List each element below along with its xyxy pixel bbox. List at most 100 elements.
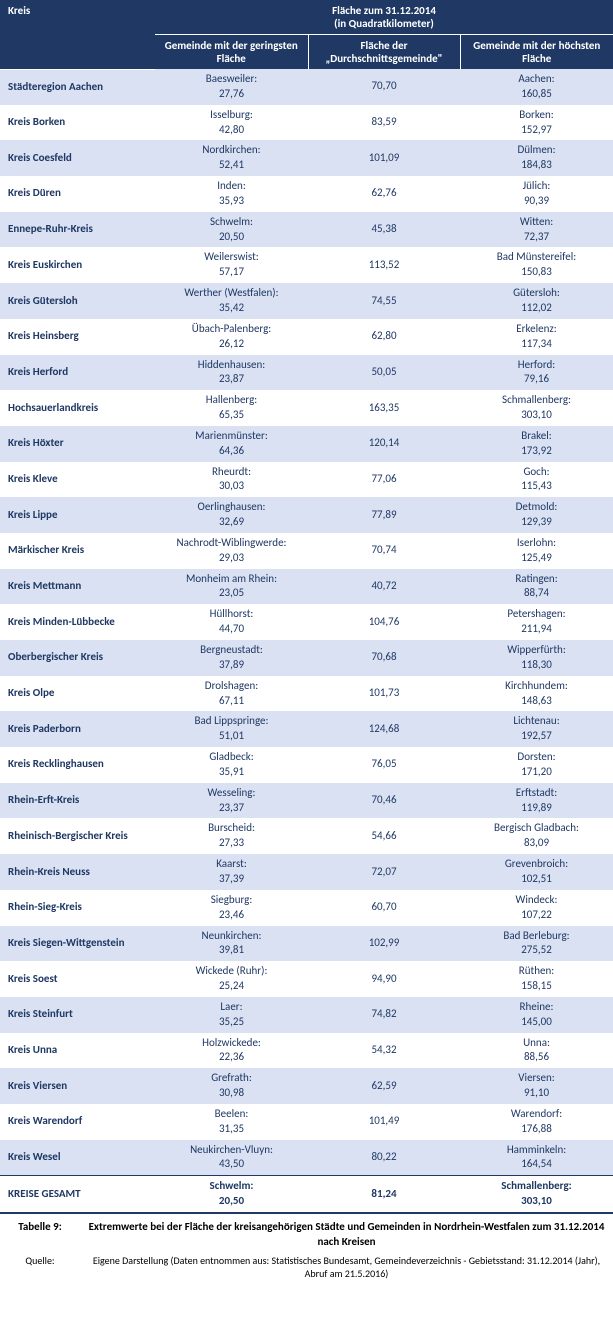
kreis-cell: Kreis Euskirchen bbox=[0, 247, 155, 283]
avg-cell: 74,82 bbox=[308, 997, 460, 1033]
avg-cell: 60,70 bbox=[308, 890, 460, 926]
avg-cell: 77,06 bbox=[308, 462, 460, 498]
table-row: Kreis HöxterMarienmünster:64,36120,14Bra… bbox=[0, 426, 613, 462]
col-header-max: Gemeinde mit der höchsten Fläche bbox=[460, 35, 613, 70]
kreis-cell: Kreis Heinsberg bbox=[0, 319, 155, 355]
min-cell: Grefrath:30,98 bbox=[155, 1068, 308, 1104]
table-row: Kreis RecklinghausenGladbeck:35,9176,05D… bbox=[0, 747, 613, 783]
kreis-cell: Kreis Warendorf bbox=[0, 1104, 155, 1140]
min-cell: Baesweiler:27,76 bbox=[155, 69, 308, 105]
table-row: Märkischer KreisNachrodt-Wiblingwerde:29… bbox=[0, 533, 613, 569]
table-row: Kreis LippeOerlinghausen:32,6977,89Detmo… bbox=[0, 497, 613, 533]
kreis-cell: Hochsauerlandkreis bbox=[0, 390, 155, 426]
max-cell: Herford:79,16 bbox=[460, 355, 613, 391]
avg-cell: 74,55 bbox=[308, 283, 460, 319]
min-cell: Werther (Westfalen):35,42 bbox=[155, 283, 308, 319]
max-cell: Bad Münstereifel:150,83 bbox=[460, 247, 613, 283]
kreis-cell: Oberbergischer Kreis bbox=[0, 640, 155, 676]
max-cell: Hamminkeln:164,54 bbox=[460, 1140, 613, 1176]
min-cell: Hüllhorst:44,70 bbox=[155, 604, 308, 640]
max-cell: Goch:115,43 bbox=[460, 462, 613, 498]
kreis-cell: Kreis Coesfeld bbox=[0, 140, 155, 176]
table-row: Kreis SoestWickede (Ruhr):25,2494,90Rüth… bbox=[0, 961, 613, 997]
max-cell: Bergisch Gladbach:83,09 bbox=[460, 818, 613, 854]
min-cell: Gladbeck:35,91 bbox=[155, 747, 308, 783]
kreis-cell: Kreis Gütersloh bbox=[0, 283, 155, 319]
max-cell: Lichtenau:192,57 bbox=[460, 711, 613, 747]
table-row: HochsauerlandkreisHallenberg:65,35163,35… bbox=[0, 390, 613, 426]
min-cell: Inden:35,93 bbox=[155, 176, 308, 212]
kreis-cell: Märkischer Kreis bbox=[0, 533, 155, 569]
min-cell: Übach-Palenberg:26,12 bbox=[155, 319, 308, 355]
min-cell: Bergneustadt:37,89 bbox=[155, 640, 308, 676]
avg-cell: 76,05 bbox=[308, 747, 460, 783]
table-header-row-1: Kreis Fläche zum 31.12.2014(in Quadratki… bbox=[0, 0, 613, 35]
table-row: Kreis CoesfeldNordkirchen:52,41101,09Dül… bbox=[0, 140, 613, 176]
table-row: Kreis EuskirchenWeilerswist:57,17113,52B… bbox=[0, 247, 613, 283]
avg-cell: 163,35 bbox=[308, 390, 460, 426]
min-cell: Laer:35,25 bbox=[155, 997, 308, 1033]
avg-cell: 54,32 bbox=[308, 1033, 460, 1069]
source-label: Quelle: bbox=[0, 1252, 80, 1287]
avg-cell: 62,76 bbox=[308, 176, 460, 212]
max-cell: Dorsten:171,20 bbox=[460, 747, 613, 783]
table-row: Kreis SteinfurtLaer:35,2574,82Rheine:145… bbox=[0, 997, 613, 1033]
max-cell: Grevenbroich:102,51 bbox=[460, 854, 613, 890]
kreis-cell: KREISE GESAMT bbox=[0, 1176, 155, 1213]
caption-text: Extremwerte bei der Fläche der kreisange… bbox=[80, 1214, 613, 1252]
avg-cell: 104,76 bbox=[308, 604, 460, 640]
table-row: Kreis Siegen-WittgensteinNeunkirchen:39,… bbox=[0, 926, 613, 962]
col-header-min: Gemeinde mit der geringsten Fläche bbox=[155, 35, 308, 70]
min-cell: Neunkirchen:39,81 bbox=[155, 926, 308, 962]
kreis-cell: Kreis Soest bbox=[0, 961, 155, 997]
avg-cell: 70,70 bbox=[308, 69, 460, 105]
table-body: Städteregion AachenBaesweiler:27,7670,70… bbox=[0, 69, 613, 1213]
table-row: Städteregion AachenBaesweiler:27,7670,70… bbox=[0, 69, 613, 105]
table-row: Kreis HerfordHiddenhausen:23,8750,05Herf… bbox=[0, 355, 613, 391]
min-cell: Wesseling:23,37 bbox=[155, 783, 308, 819]
max-cell: Iserlohn:125,49 bbox=[460, 533, 613, 569]
max-cell: Petershagen:211,94 bbox=[460, 604, 613, 640]
avg-cell: 113,52 bbox=[308, 247, 460, 283]
max-cell: Unna:88,56 bbox=[460, 1033, 613, 1069]
min-cell: Schwelm:20,50 bbox=[155, 212, 308, 248]
kreis-cell: Rhein-Kreis Neuss bbox=[0, 854, 155, 890]
max-cell: Viersen:91,10 bbox=[460, 1068, 613, 1104]
table-row: Rhein-Kreis NeussKaarst:37,3972,07Greven… bbox=[0, 854, 613, 890]
min-cell: Siegburg:23,46 bbox=[155, 890, 308, 926]
avg-cell: 50,05 bbox=[308, 355, 460, 391]
kreis-cell: Kreis Düren bbox=[0, 176, 155, 212]
min-cell: Hiddenhausen:23,87 bbox=[155, 355, 308, 391]
max-cell: Erftstadt:119,89 bbox=[460, 783, 613, 819]
max-cell: Rüthen:158,15 bbox=[460, 961, 613, 997]
kreis-cell: Rhein-Sieg-Kreis bbox=[0, 890, 155, 926]
min-cell: Marienmünster:64,36 bbox=[155, 426, 308, 462]
max-cell: Borken:152,97 bbox=[460, 105, 613, 141]
max-cell: Schmallenberg:303,10 bbox=[460, 1176, 613, 1213]
caption-table: Tabelle 9: Extremwerte bei der Fläche de… bbox=[0, 1213, 613, 1287]
table-row: Kreis DürenInden:35,9362,76Jülich:90,39 bbox=[0, 176, 613, 212]
min-cell: Schwelm:20,50 bbox=[155, 1176, 308, 1213]
avg-cell: 45,38 bbox=[308, 212, 460, 248]
min-cell: Nachrodt-Wiblingwerde:29,03 bbox=[155, 533, 308, 569]
max-cell: Rheine:145,00 bbox=[460, 997, 613, 1033]
min-cell: Isselburg:42,80 bbox=[155, 105, 308, 141]
min-cell: Bad Lippspringe:51,01 bbox=[155, 711, 308, 747]
col-header-main: Fläche zum 31.12.2014(in Quadratkilomete… bbox=[155, 0, 613, 35]
kreis-cell: Kreis Borken bbox=[0, 105, 155, 141]
min-cell: Drolshagen:67,11 bbox=[155, 676, 308, 712]
max-cell: Jülich:90,39 bbox=[460, 176, 613, 212]
avg-cell: 77,89 bbox=[308, 497, 460, 533]
kreis-cell: Kreis Viersen bbox=[0, 1068, 155, 1104]
min-cell: Weilerswist:57,17 bbox=[155, 247, 308, 283]
max-cell: Bad Berleburg:275,52 bbox=[460, 926, 613, 962]
table-row: Kreis WeselNeukirchen-Vluyn:43,5080,22Ha… bbox=[0, 1140, 613, 1176]
avg-cell: 62,59 bbox=[308, 1068, 460, 1104]
avg-cell: 94,90 bbox=[308, 961, 460, 997]
max-cell: Schmallenberg:303,10 bbox=[460, 390, 613, 426]
table-row: Kreis MettmannMonheim am Rhein:23,0540,7… bbox=[0, 569, 613, 605]
kreis-cell: Kreis Mettmann bbox=[0, 569, 155, 605]
avg-cell: 101,09 bbox=[308, 140, 460, 176]
min-cell: Beelen:31,35 bbox=[155, 1104, 308, 1140]
min-cell: Nordkirchen:52,41 bbox=[155, 140, 308, 176]
